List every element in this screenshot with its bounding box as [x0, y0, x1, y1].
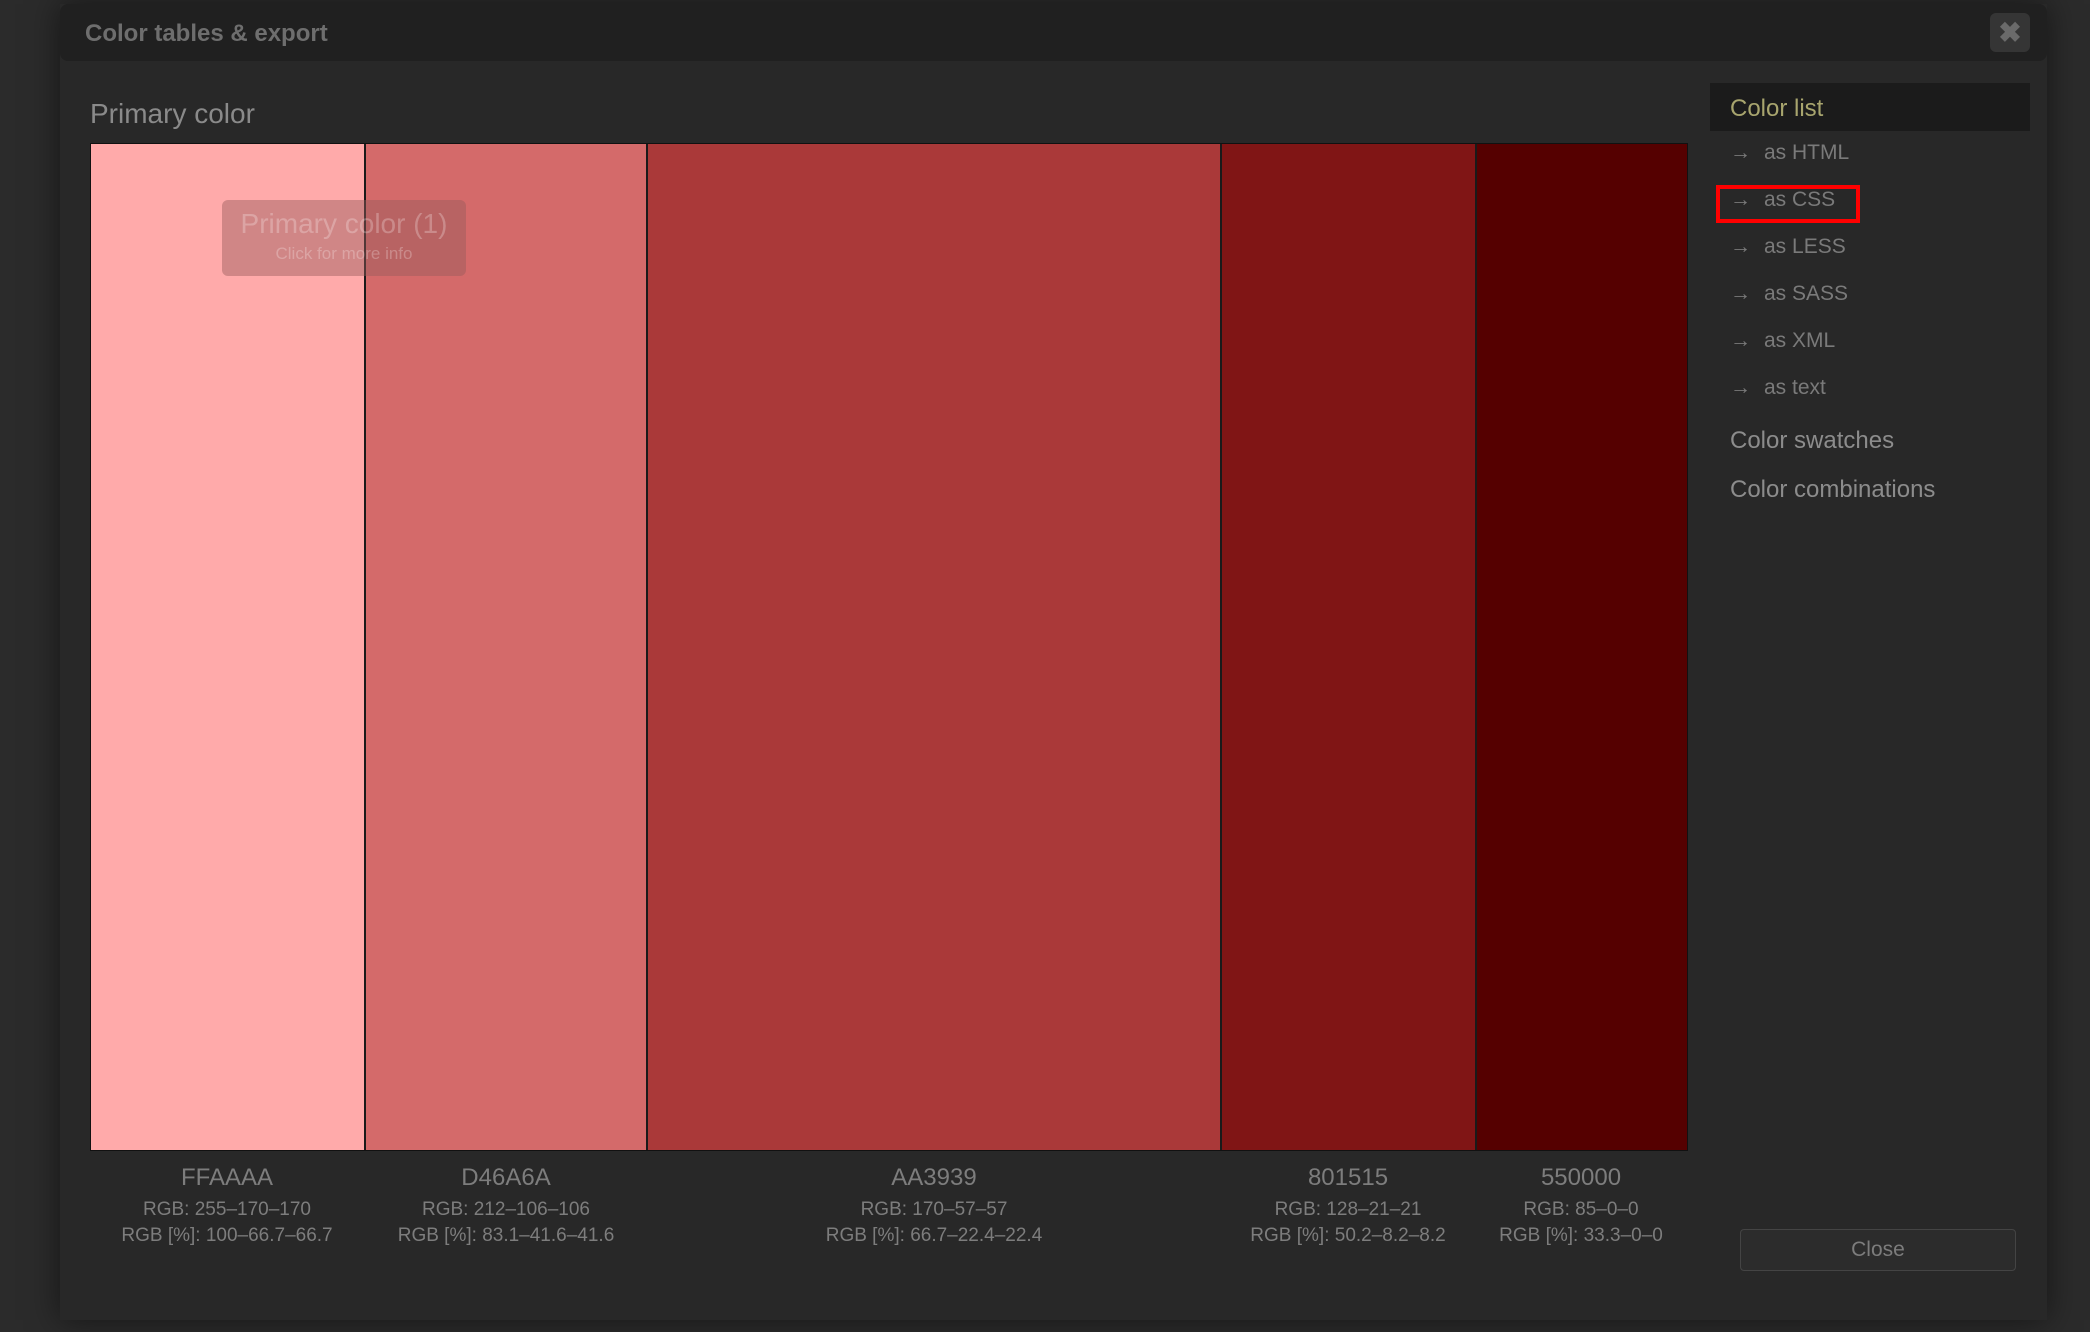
hex: 550000	[1540, 1164, 1622, 1191]
close-button[interactable]: Close	[1740, 1229, 2016, 1271]
swatch-strip	[90, 143, 1688, 1151]
rgb-pct: RGB [%]: 50.2–8.2–8.2	[1250, 1225, 1446, 1246]
swatch-label: 801515 RGB: 128–21–21 RGB [%]: 50.2–8.2–8.…	[1250, 1164, 1445, 1249]
export-text[interactable]: → as text	[1710, 366, 2030, 413]
swatch-label: 550000 RGB: 85–0–0 RGB [%]: 33.3–0–0	[1499, 1164, 1663, 1249]
sidebar-item-color-combinations[interactable]: Color combinations	[1730, 476, 1936, 503]
sidebar-item-color-list[interactable]: Color list	[1710, 83, 2030, 131]
swatch-2[interactable]	[648, 144, 1222, 1150]
swatch-label: FFAAAA RGB: 255–170–170 RGB [%]: 100–66.7–…	[121, 1164, 332, 1249]
rgb-pct: RGB [%]: 83.1–41.6–41.6	[397, 1225, 615, 1246]
arrow-right-icon: →	[1730, 188, 1751, 211]
sidebar: Color list → as HTML → as CSS → as LESS → as…	[1710, 83, 2030, 525]
label: as text	[1764, 376, 1826, 399]
tooltip: Primary color (1) Click for more info	[222, 200, 466, 276]
rgb-pct: RGB [%]: 66.7–22.4–22.4	[825, 1225, 1043, 1246]
swatch-label: D46A6A RGB: 212–106–106 RGB [%]: 83.1–41.6…	[398, 1164, 615, 1249]
hex: D46A6A	[461, 1164, 551, 1191]
rgb: RGB: 212–106–106	[422, 1199, 590, 1220]
rgb: RGB: 170–57–57	[860, 1199, 1008, 1220]
export-sass[interactable]: → as SASS	[1710, 272, 2030, 319]
rgb-pct: RGB [%]: 100–66.7–66.7	[121, 1225, 333, 1246]
label: as HTML	[1764, 141, 1850, 164]
swatch-3[interactable]	[1222, 144, 1477, 1150]
arrow-right-icon: →	[1730, 235, 1751, 258]
swatch-4[interactable]	[1477, 144, 1687, 1150]
export-less[interactable]: → as LESS	[1710, 225, 2030, 272]
arrow-right-icon: →	[1730, 141, 1751, 164]
label: as CSS	[1764, 188, 1836, 211]
rgb: RGB: 128–21–21	[1274, 1199, 1422, 1220]
sidebar-item-color-swatches[interactable]: Color swatches	[1730, 427, 1895, 454]
label: as XML	[1764, 329, 1836, 352]
color-tables-dialog: Color tables & export ✖ Primary color Pr…	[60, 4, 2047, 1320]
tooltip-title: Primary color (1)	[240, 208, 448, 239]
highlight-box	[1716, 185, 1860, 223]
section-heading: Primary color	[90, 98, 255, 129]
rgb: RGB: 85–0–0	[1523, 1199, 1639, 1220]
arrow-right-icon: →	[1730, 376, 1751, 399]
export-xml[interactable]: → as XML	[1710, 319, 2030, 366]
arrow-right-icon: →	[1730, 329, 1751, 352]
swatch-1[interactable]	[366, 144, 648, 1150]
tooltip-subtitle: Click for more info	[275, 244, 413, 263]
dialog-title: Color tables & export	[85, 20, 328, 47]
rgb-pct: RGB [%]: 33.3–0–0	[1499, 1225, 1663, 1246]
dialog-header: Color tables & export ✖	[60, 4, 2047, 61]
label: as SASS	[1764, 282, 1849, 305]
rgb: RGB: 255–170–170	[143, 1199, 311, 1220]
export-css[interactable]: → as CSS	[1710, 178, 2030, 225]
swatch-0[interactable]	[91, 144, 366, 1150]
export-html[interactable]: → as HTML	[1710, 131, 2030, 178]
swatch-label: AA3939 RGB: 170–57–57 RGB [%]: 66.7–22.4–2…	[826, 1164, 1043, 1249]
hex: FFAAAA	[180, 1164, 274, 1191]
hex: 801515	[1307, 1164, 1389, 1191]
close-x-icon[interactable]: ✖	[1990, 13, 2030, 52]
swatch-labels: FFAAAA RGB: 255–170–170 RGB [%]: 100–66.7–…	[90, 1164, 1688, 1246]
label: as LESS	[1764, 235, 1846, 258]
arrow-right-icon: →	[1730, 282, 1751, 305]
hex: AA3939	[891, 1164, 977, 1191]
